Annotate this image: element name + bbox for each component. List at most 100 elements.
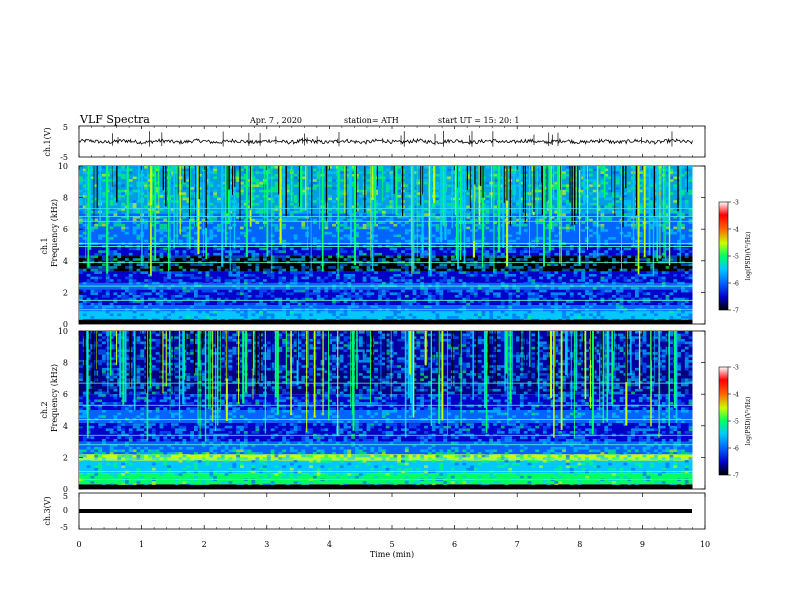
spectrogram-cell xyxy=(144,205,148,209)
spectrogram-cell xyxy=(573,274,578,277)
spectrogram-cell xyxy=(240,255,244,259)
spectrogram-cell xyxy=(113,333,118,337)
spectrogram-cell xyxy=(489,252,494,256)
spectrogram-cell xyxy=(565,216,570,219)
spectrogram-cell xyxy=(266,239,271,243)
spectrogram-cell xyxy=(573,263,578,266)
spectrogram-cell xyxy=(128,305,133,309)
spectrogram-cell xyxy=(366,226,371,230)
spectrogram-cell xyxy=(450,276,455,280)
spectrogram-cell xyxy=(82,216,87,219)
spectrogram-cell xyxy=(278,271,283,274)
spectrogram-cell xyxy=(339,210,344,214)
spectrogram-cell xyxy=(171,302,175,306)
spectrogram-cell xyxy=(228,281,233,285)
spectrogram-cell xyxy=(209,221,214,224)
spectrogram-cell xyxy=(301,300,306,303)
spectrogram-cell xyxy=(102,250,106,253)
spectrogram-cell xyxy=(232,247,237,251)
spectrogram-cell xyxy=(481,266,486,269)
spectrogram-cell xyxy=(462,305,467,309)
spectrogram-cell xyxy=(289,226,294,230)
spectrogram-cell xyxy=(355,226,359,230)
spectrogram-cell xyxy=(98,313,102,317)
spectrogram-cell xyxy=(416,302,421,306)
spectrogram-cell xyxy=(197,250,202,253)
spectrogram-cell xyxy=(615,281,620,285)
spectrogram-cell xyxy=(481,297,486,301)
spectrogram-cell xyxy=(94,473,99,476)
spectrogram-cell xyxy=(351,237,355,240)
spectrogram-cell xyxy=(109,237,114,240)
spectrogram-cell xyxy=(82,412,87,416)
spectrogram-cell xyxy=(443,258,448,261)
spectrogram-cell xyxy=(339,268,344,272)
spectrogram-cell xyxy=(508,250,513,253)
spectrogram-cell xyxy=(186,239,191,243)
spectrogram-cell xyxy=(335,295,340,298)
spectrogram-cell xyxy=(190,263,194,266)
spectrogram-cell xyxy=(351,276,355,280)
spectrogram-cell xyxy=(217,200,221,203)
spectrogram-cell xyxy=(217,310,221,314)
spectrogram-cell xyxy=(623,221,628,224)
spectrogram-cell xyxy=(508,239,513,243)
spectrogram-cell xyxy=(443,263,448,266)
spectrogram-cell xyxy=(665,229,670,232)
spectrogram-cell xyxy=(332,289,336,293)
spectrogram-cell xyxy=(94,197,99,201)
spectrogram-cell xyxy=(366,292,371,295)
spectrogram-cell xyxy=(573,268,578,272)
spectrogram-cell xyxy=(608,176,612,180)
spectrogram-cell xyxy=(251,234,256,238)
spectrogram-cell xyxy=(94,208,99,211)
spectrogram-cell xyxy=(148,310,152,314)
spectrogram-cell xyxy=(102,200,106,203)
spectrogram-cell xyxy=(535,295,540,298)
spectrogram-cell xyxy=(194,250,198,253)
spectrogram-cell xyxy=(470,218,474,222)
spectrogram-cell xyxy=(550,263,555,266)
spectrogram-cell xyxy=(270,287,275,290)
spectrogram-cell xyxy=(473,223,478,227)
spectrogram-cell xyxy=(589,302,593,306)
spectrogram-cell xyxy=(82,218,87,222)
spectrogram-cell xyxy=(596,287,601,290)
spectrogram-cell xyxy=(604,176,609,180)
spectrogram-cell xyxy=(194,318,198,322)
spectrogram-cell xyxy=(592,263,597,266)
spectrogram-cell xyxy=(182,229,187,232)
spectrogram-cell xyxy=(381,310,386,314)
spectrogram-cell xyxy=(669,316,674,319)
spectrogram-cell xyxy=(236,258,240,261)
spectrogram-cell xyxy=(550,287,555,290)
spectrogram-cell xyxy=(324,223,329,227)
spectrogram-cell xyxy=(477,229,482,232)
spectrogram-cell xyxy=(546,208,551,211)
spectrogram-cell xyxy=(565,218,570,222)
spectrogram-cell xyxy=(286,208,290,211)
spectrogram-cell xyxy=(512,208,517,211)
spectrogram-cell xyxy=(381,226,386,230)
spectrogram-cell xyxy=(519,173,524,177)
spectrogram-cell xyxy=(385,181,390,185)
spectrogram-cell xyxy=(431,274,436,277)
spectrogram-cell xyxy=(688,210,693,214)
spectrogram-cell xyxy=(592,168,597,172)
spectrogram-cell xyxy=(79,305,83,309)
spectrogram-cell xyxy=(619,302,624,306)
spectrogram-cell xyxy=(516,231,520,235)
spectrogram-cell xyxy=(458,279,463,282)
spectrogram-cell xyxy=(217,268,221,272)
spectrogram-cell xyxy=(681,305,685,309)
spectrogram-cell xyxy=(109,336,114,339)
spectrogram-cell xyxy=(255,237,260,240)
spectrogram-cell xyxy=(90,292,95,295)
spectrogram-cell xyxy=(424,292,428,295)
spectrogram-cell xyxy=(358,218,363,222)
spectrogram-cell xyxy=(136,467,141,471)
spectrogram-cell xyxy=(589,297,593,301)
spectrogram-cell xyxy=(236,231,240,235)
spectrogram-cell xyxy=(470,205,474,209)
spectrogram-cell xyxy=(627,234,632,238)
